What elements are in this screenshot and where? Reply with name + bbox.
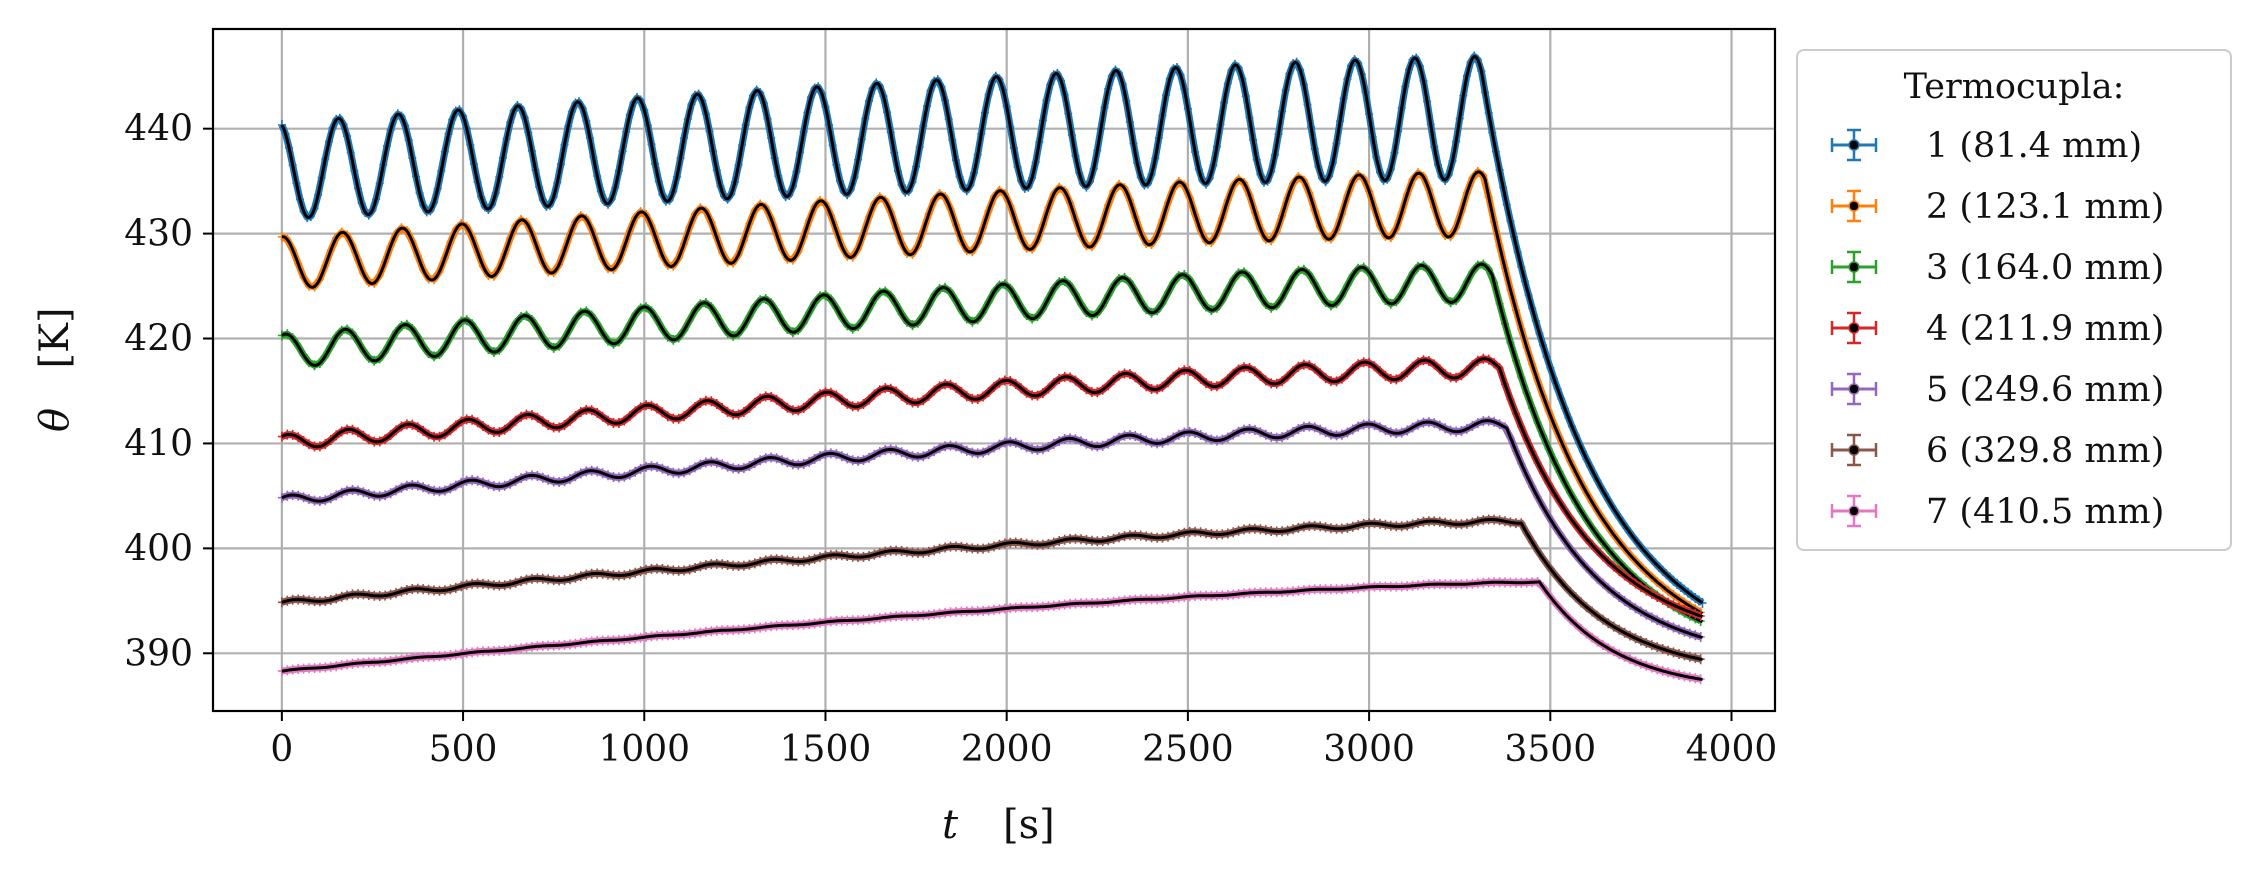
legend-marker-dot	[1848, 139, 1860, 151]
y-axis-label-unit: [K]	[32, 307, 78, 368]
series-1-fit-line	[280, 55, 1704, 605]
y-axis-label-variable: θ	[32, 408, 78, 432]
legend-label: 6 (329.8 mm)	[1926, 431, 2164, 471]
legend-title: Termocupla:	[1904, 67, 2125, 107]
x-tick-label: 2000	[961, 729, 1053, 770]
series-5	[277, 415, 1705, 642]
y-tick-label: 400	[124, 528, 193, 569]
y-tick-label: 410	[124, 423, 193, 464]
y-tick-label: 440	[124, 109, 193, 150]
legend-marker-dot	[1848, 261, 1860, 273]
legend-label: 7 (410.5 mm)	[1926, 492, 2164, 532]
x-axis-label-unit: [s]	[1003, 802, 1055, 848]
axis-ticks: 0 500 1000 1500 2000 2500 3000 3500 4000 390 400 41…	[124, 109, 1777, 770]
y-tick-label: 430	[124, 214, 193, 255]
legend-label: 1 (81.4 mm)	[1926, 126, 2142, 166]
series-3-fit-line	[281, 262, 1704, 624]
series-6	[277, 514, 1705, 665]
series-7-fit-line	[281, 580, 1703, 681]
legend-label: 5 (249.6 mm)	[1926, 370, 2164, 410]
legend-entry-4: 4 (211.9 mm)	[1830, 309, 2164, 349]
legend-box	[1796, 49, 2232, 551]
x-axis-label-variable: t	[942, 802, 959, 848]
legend-label: 2 (123.1 mm)	[1926, 187, 2164, 227]
legend: Termocupla: 1 (81.4 mm) 2 (123.1 mm) 3 (16…	[1796, 49, 2232, 551]
series-5-fit-line	[281, 419, 1703, 640]
x-tick-label: 4000	[1686, 729, 1778, 770]
series-7	[277, 577, 1705, 685]
legend-entry-3: 3 (164.0 mm)	[1830, 248, 2164, 288]
legend-entry-7: 7 (410.5 mm)	[1830, 492, 2164, 532]
series-layer	[277, 51, 1707, 685]
legend-label: 4 (211.9 mm)	[1926, 309, 2164, 349]
x-tick-label: 1500	[780, 729, 872, 770]
y-tick-label: 390	[124, 633, 193, 674]
x-tick-label: 3500	[1504, 729, 1596, 770]
legend-label: 3 (164.0 mm)	[1926, 248, 2164, 288]
legend-entry-5: 5 (249.6 mm)	[1830, 370, 2164, 410]
series-3	[277, 259, 1705, 626]
x-tick-label: 1000	[598, 729, 690, 770]
plot-frame	[211, 27, 1777, 713]
x-tick-label: 500	[429, 729, 498, 770]
legend-marker-dot	[1848, 444, 1860, 456]
legend-entry-2: 2 (123.1 mm)	[1830, 187, 2164, 227]
legend-marker-dot	[1848, 505, 1860, 517]
legend-marker-dot	[1848, 322, 1860, 334]
legend-entry-6: 6 (329.8 mm)	[1830, 431, 2164, 471]
legend-entry-1: 1 (81.4 mm)	[1830, 126, 2142, 166]
x-tick-label: 3000	[1323, 729, 1415, 770]
legend-marker-dot	[1848, 383, 1860, 395]
series-4	[277, 353, 1705, 621]
axis-labels: t [s] θ [K]	[32, 307, 1055, 848]
x-tick-label: 2500	[1142, 729, 1234, 770]
legend-entries: 1 (81.4 mm) 2 (123.1 mm) 3 (164.0 mm) 4 (21…	[1830, 126, 2164, 532]
y-tick-label: 420	[124, 319, 193, 360]
x-tick-label: 0	[270, 729, 293, 770]
series-1	[277, 51, 1707, 608]
series-2	[277, 166, 1705, 618]
series-4-fit-line	[281, 357, 1703, 619]
legend-marker-dot	[1848, 200, 1860, 212]
series-2-fit-line	[281, 170, 1704, 615]
series-6-fit-line	[281, 518, 1703, 662]
